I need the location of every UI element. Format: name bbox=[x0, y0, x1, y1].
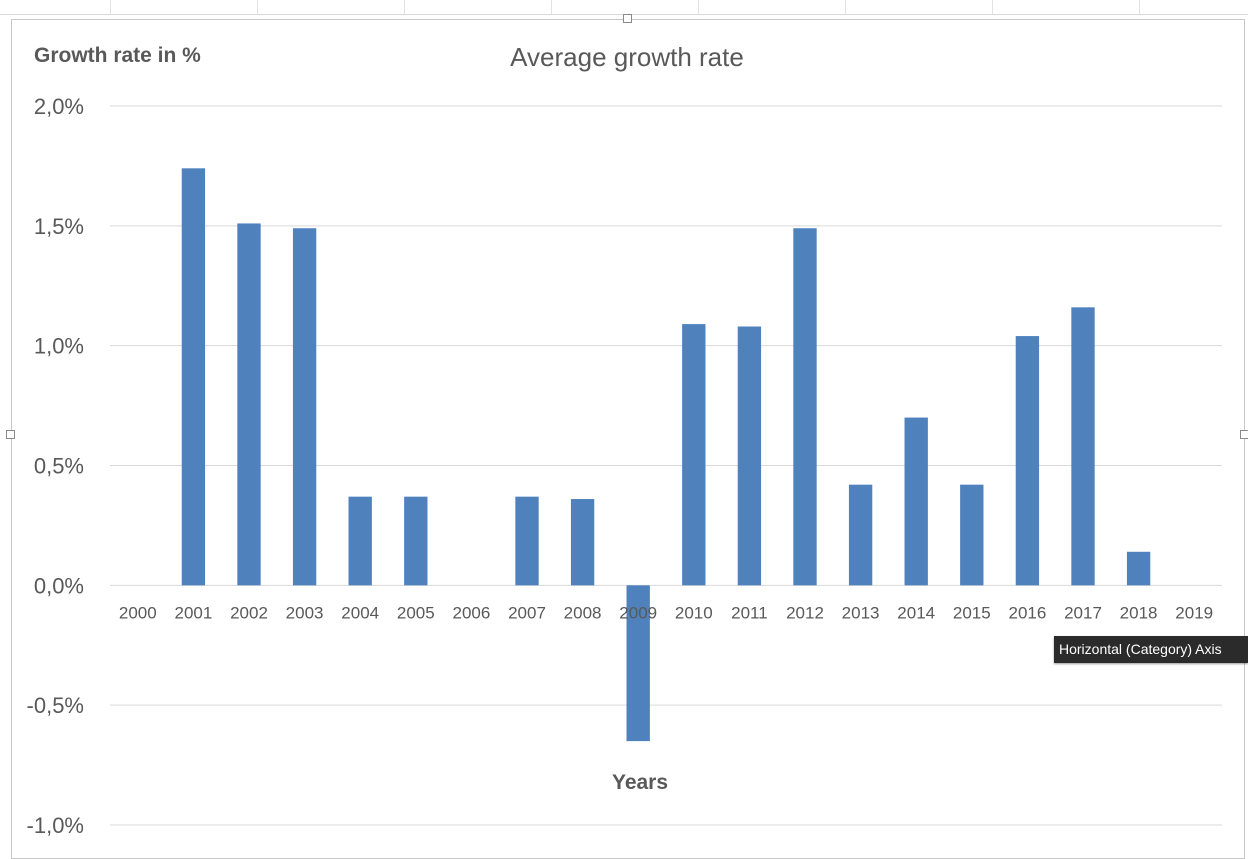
x-tick-label: 2009 bbox=[619, 603, 657, 622]
x-tick-label: 2016 bbox=[1008, 603, 1046, 622]
chart-resize-handle-right[interactable] bbox=[1240, 430, 1248, 439]
y-tick-label: 0,5% bbox=[34, 454, 84, 479]
sheet-column-separator bbox=[404, 0, 405, 14]
x-tick-label: 2015 bbox=[953, 603, 991, 622]
bar-2013[interactable] bbox=[848, 484, 873, 586]
x-tick-label: 2017 bbox=[1064, 603, 1102, 622]
bar-2011[interactable] bbox=[737, 326, 762, 586]
x-tick-label: 2006 bbox=[452, 603, 490, 622]
bar-2014[interactable] bbox=[904, 417, 928, 586]
bar-2004[interactable] bbox=[348, 496, 372, 586]
sheet-column-separator bbox=[992, 0, 993, 14]
y-axis-tick-labels: 2,0% 1,5% 1,0% 0,5% 0,0% -0,5% -1,0% bbox=[27, 94, 84, 838]
bar-2018[interactable] bbox=[1126, 551, 1151, 586]
bar-2017[interactable] bbox=[1071, 307, 1095, 586]
bar-2016[interactable] bbox=[1015, 336, 1040, 586]
y-tick-label: 1,0% bbox=[34, 334, 84, 359]
x-tick-label: 2003 bbox=[286, 603, 324, 622]
sheet-column-separator bbox=[698, 0, 699, 14]
bar-2012[interactable] bbox=[793, 228, 817, 586]
sheet-column-separator bbox=[1139, 0, 1140, 14]
y-tick-label: -1,0% bbox=[27, 813, 84, 838]
gridlines bbox=[110, 105, 1222, 826]
x-axis-title[interactable]: Years bbox=[612, 771, 668, 794]
x-tick-label: 2002 bbox=[230, 603, 268, 622]
bars bbox=[181, 168, 1151, 742]
bar-2002[interactable] bbox=[237, 223, 261, 586]
y-axis-title[interactable]: Growth rate in % bbox=[34, 44, 201, 67]
y-tick-label: 1,5% bbox=[34, 214, 84, 239]
x-tick-label: 2014 bbox=[897, 603, 935, 622]
x-axis-tick-labels[interactable]: 2000 2001 2002 2003 2004 2005 2006 2007 2008 2009… bbox=[119, 603, 1213, 622]
bar-2010[interactable] bbox=[682, 324, 706, 586]
sheet-column-separator bbox=[551, 0, 552, 14]
bar-2003[interactable] bbox=[292, 228, 317, 586]
x-tick-label: 2001 bbox=[174, 603, 212, 622]
bar-2001[interactable] bbox=[181, 168, 206, 586]
y-tick-label: 0,0% bbox=[34, 573, 84, 598]
bar-2005[interactable] bbox=[404, 496, 428, 586]
x-tick-label: 2000 bbox=[119, 603, 157, 622]
x-tick-label: 2013 bbox=[842, 603, 880, 622]
x-tick-label: 2005 bbox=[397, 603, 435, 622]
bar-2007[interactable] bbox=[515, 496, 539, 586]
chart-title[interactable]: Average growth rate bbox=[510, 42, 744, 72]
x-tick-label: 2008 bbox=[564, 603, 602, 622]
bar-2009[interactable] bbox=[626, 585, 650, 742]
sheet-column-separator bbox=[845, 0, 846, 14]
axis-tooltip: Horizontal (Category) Axis bbox=[1054, 636, 1248, 663]
y-tick-label: -0,5% bbox=[27, 693, 84, 718]
x-tick-label: 2010 bbox=[675, 603, 713, 622]
x-tick-label: 2019 bbox=[1175, 603, 1213, 622]
sheet-column-separator bbox=[110, 0, 111, 14]
y-tick-label: 2,0% bbox=[34, 94, 84, 119]
x-tick-label: 2007 bbox=[508, 603, 546, 622]
x-tick-label: 2012 bbox=[786, 603, 824, 622]
bar-2015[interactable] bbox=[960, 484, 984, 586]
sheet-column-separator bbox=[257, 0, 258, 14]
x-tick-label: 2004 bbox=[341, 603, 379, 622]
x-tick-label: 2011 bbox=[731, 603, 768, 622]
bar-2008[interactable] bbox=[570, 499, 595, 586]
chart-resize-handle-top[interactable] bbox=[623, 14, 632, 23]
chart-resize-handle-left[interactable] bbox=[6, 430, 15, 439]
x-tick-label: 2018 bbox=[1120, 603, 1158, 622]
